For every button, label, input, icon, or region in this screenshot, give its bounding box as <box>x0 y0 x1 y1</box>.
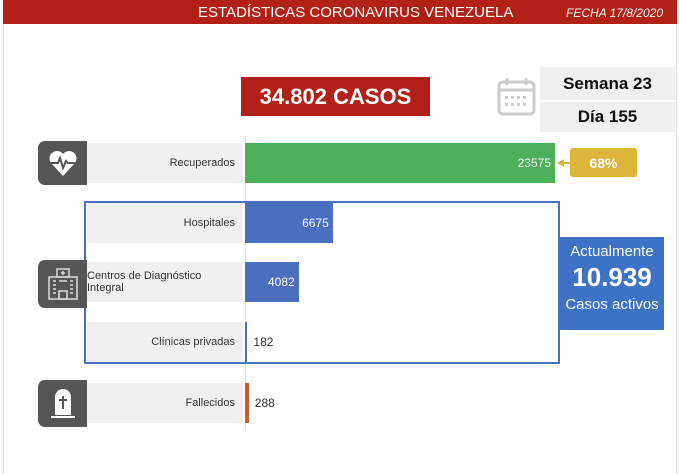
active-label-bottom: Casos activos <box>565 296 659 313</box>
active-label-top: Actualmente <box>570 243 654 260</box>
recovered-percent: 68% <box>570 148 637 177</box>
category-label: Fallecidos <box>87 383 243 423</box>
week-label: Semana 23 <box>540 67 675 100</box>
header-title: ESTADÍSTICAS CORONAVIRUS VENEZUELA <box>198 4 514 21</box>
frame <box>3 0 677 474</box>
header-bar: ESTADÍSTICAS CORONAVIRUS VENEZUELA FECHA… <box>3 0 677 24</box>
pct-arrow-icon <box>557 159 564 167</box>
total-cases: 34.802 CASOS <box>241 77 430 116</box>
day-label: Día 155 <box>540 102 675 132</box>
bar <box>245 322 248 362</box>
bar-value-label: 4082 <box>267 275 295 289</box>
active-cases-box: Actualmente 10.939 Casos activos <box>560 237 664 330</box>
header-date: FECHA 17/8/2020 <box>566 6 663 20</box>
bar-value-label: 288 <box>254 396 275 410</box>
bar <box>245 203 333 243</box>
bar <box>245 383 249 423</box>
heart-pulse-icon <box>38 141 87 185</box>
bar <box>245 262 299 302</box>
tombstone-icon <box>38 380 87 427</box>
hospital-icon <box>38 260 87 308</box>
bar-value-label: 23575 <box>517 156 551 170</box>
bar-value-label: 182 <box>253 335 274 349</box>
bar <box>245 143 555 183</box>
bar-value-label: 6675 <box>302 216 329 230</box>
pct-arrow-line <box>562 162 570 164</box>
category-label: Recuperados <box>87 143 243 183</box>
active-value: 10.939 <box>572 262 652 292</box>
calendar-icon <box>497 78 536 116</box>
category-label: Centros de Diagnóstico Integral <box>87 262 243 302</box>
category-label: Clínicas privadas <box>87 322 243 362</box>
category-label: Hospitales <box>87 203 243 243</box>
